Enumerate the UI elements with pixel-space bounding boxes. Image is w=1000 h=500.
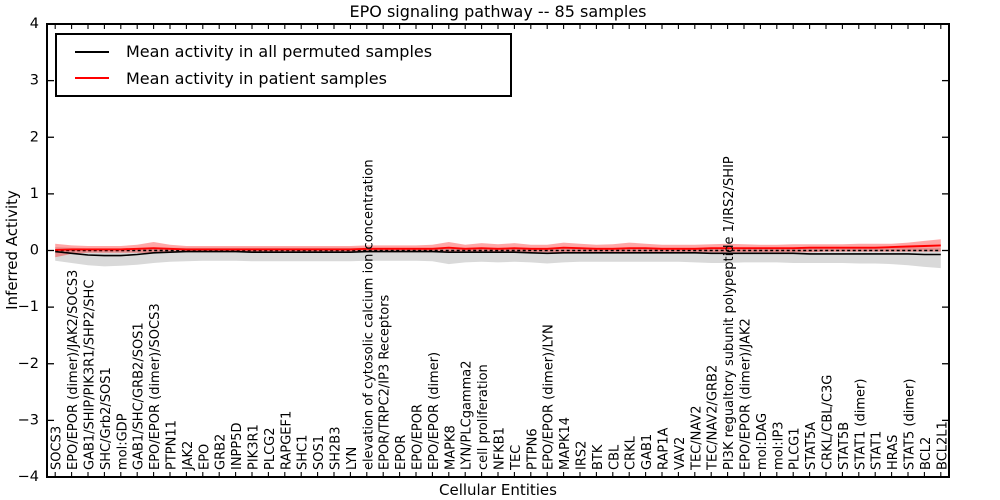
x-tick-label: mol:DAG [755, 413, 770, 470]
x-tick-label: BTK [591, 444, 606, 470]
x-tick-label: GAB1 [640, 434, 655, 470]
x-tick-label: STAT5A [804, 422, 819, 470]
x-tick-label: CRKL/CBL/C3G [821, 375, 836, 470]
x-tick-label: EPOR [394, 435, 409, 470]
y-tick-label: 1 [30, 186, 39, 202]
y-tick-label: −4 [18, 469, 39, 485]
y-tick-label: 4 [30, 16, 39, 32]
chart-title: EPO signaling pathway -- 85 samples [349, 2, 647, 21]
x-tick-label: INPP5D [230, 422, 245, 470]
x-tick-label: TEC/NAV2/GRB2 [706, 365, 721, 471]
x-tick-label: PIK3R1 [247, 424, 262, 470]
y-tick-label: −3 [18, 412, 39, 428]
x-tick-label: STAT5B [837, 422, 852, 470]
y-tick-label: −2 [18, 356, 39, 372]
x-tick-label: SOCS3 [50, 426, 65, 470]
x-tick-label: cell proliferation [476, 364, 491, 470]
x-tick-label: GAB1/SHC/GRB2/SOS1 [132, 322, 147, 470]
x-tick-label: PTPN6 [525, 428, 540, 470]
x-tick-label: SHC1 [296, 435, 311, 470]
x-tick-label: SOS1 [312, 435, 327, 470]
x-tick-label: STAT1 [870, 431, 885, 470]
x-tick-label: elevation of cytosolic calcium ion conce… [361, 159, 376, 470]
x-tick-label: EPO/EPOR (dimer)/JAK2 [739, 318, 754, 470]
x-axis-label: Cellular Entities [439, 481, 557, 499]
x-tick-label: PI3K regualtory subunit polypeptide 1/IR… [722, 156, 737, 470]
legend-entry-permuted: Mean activity in all permuted samples [57, 42, 510, 61]
x-tick-label: EPO/EPOR (dimer) [427, 352, 442, 470]
x-tick-label: MAPK8 [443, 425, 458, 470]
x-tick-label: SH2B3 [329, 427, 344, 471]
legend-entry-patient: Mean activity in patient samples [57, 69, 510, 88]
y-tick-label: 2 [30, 129, 39, 145]
legend: Mean activity in all permuted samples Me… [55, 33, 512, 97]
x-tick-label: LYN [345, 447, 360, 470]
x-tick-label: EPO/EPOR [411, 404, 426, 470]
x-tick-label: EPO/EPOR (dimer)/SOCS3 [148, 303, 163, 470]
legend-label-patient: Mean activity in patient samples [126, 68, 387, 88]
x-tick-label: JAK2 [181, 441, 196, 471]
x-tick-label: EPO/EPOR (dimer)/JAK2/SOCS3 [66, 270, 81, 470]
x-tick-label: TEC [509, 445, 524, 471]
x-tick-label: RAP1A [657, 427, 672, 470]
x-tick-label: MAPK14 [558, 417, 573, 470]
x-tick-label: BCL2L1 [935, 421, 950, 470]
y-tick-label: −1 [18, 299, 39, 315]
x-tick-label: TEC/NAV2 [689, 405, 704, 471]
y-tick-label: 0 [30, 243, 39, 259]
x-tick-label: VAV2 [673, 437, 688, 470]
x-tick-label: BCL2 [919, 437, 934, 470]
y-tick-label: 3 [30, 73, 39, 89]
y-axis-label: Inferred Activity [3, 190, 21, 310]
x-tick-label: mol:IP3 [771, 421, 786, 470]
x-tick-label: mol:GDP [115, 413, 130, 470]
x-tick-label: NFKB1 [493, 427, 508, 470]
x-tick-label: PLCG2 [263, 427, 278, 470]
x-tick-label: EPOR/TRPC2/IP3 Receptors [378, 294, 393, 470]
x-tick-label: PLCG1 [788, 427, 803, 470]
permuted-mean-line [55, 250, 941, 257]
x-tick-label: LYN/PLCgamma2 [460, 360, 475, 470]
x-tick-label: STAT1 (dimer) [853, 379, 868, 470]
permuted-line-swatch [75, 50, 109, 53]
x-tick-label: RAPGEF1 [279, 411, 294, 470]
x-tick-label: SHC/Grb2/SOS1 [99, 367, 114, 470]
x-tick-label: PTPN11 [165, 420, 180, 470]
x-tick-label: CRKL [624, 435, 639, 470]
x-tick-label: STAT5 (dimer) [903, 379, 918, 470]
x-tick-label: GRB2 [214, 434, 229, 470]
x-tick-label: IRS2 [575, 441, 590, 470]
patient-line-swatch [75, 77, 109, 80]
x-tick-label: CBL [607, 444, 622, 470]
patient-mean-line [55, 244, 941, 251]
x-tick-label: EPO [197, 444, 212, 470]
x-tick-label: GAB1/SHIP/PIK3R1/SHP2/SHC [83, 280, 98, 470]
x-tick-label: HRAS [886, 435, 901, 470]
x-tick-label: EPO/EPOR (dimer)/LYN [542, 324, 557, 470]
legend-label-permuted: Mean activity in all permuted samples [126, 42, 433, 62]
